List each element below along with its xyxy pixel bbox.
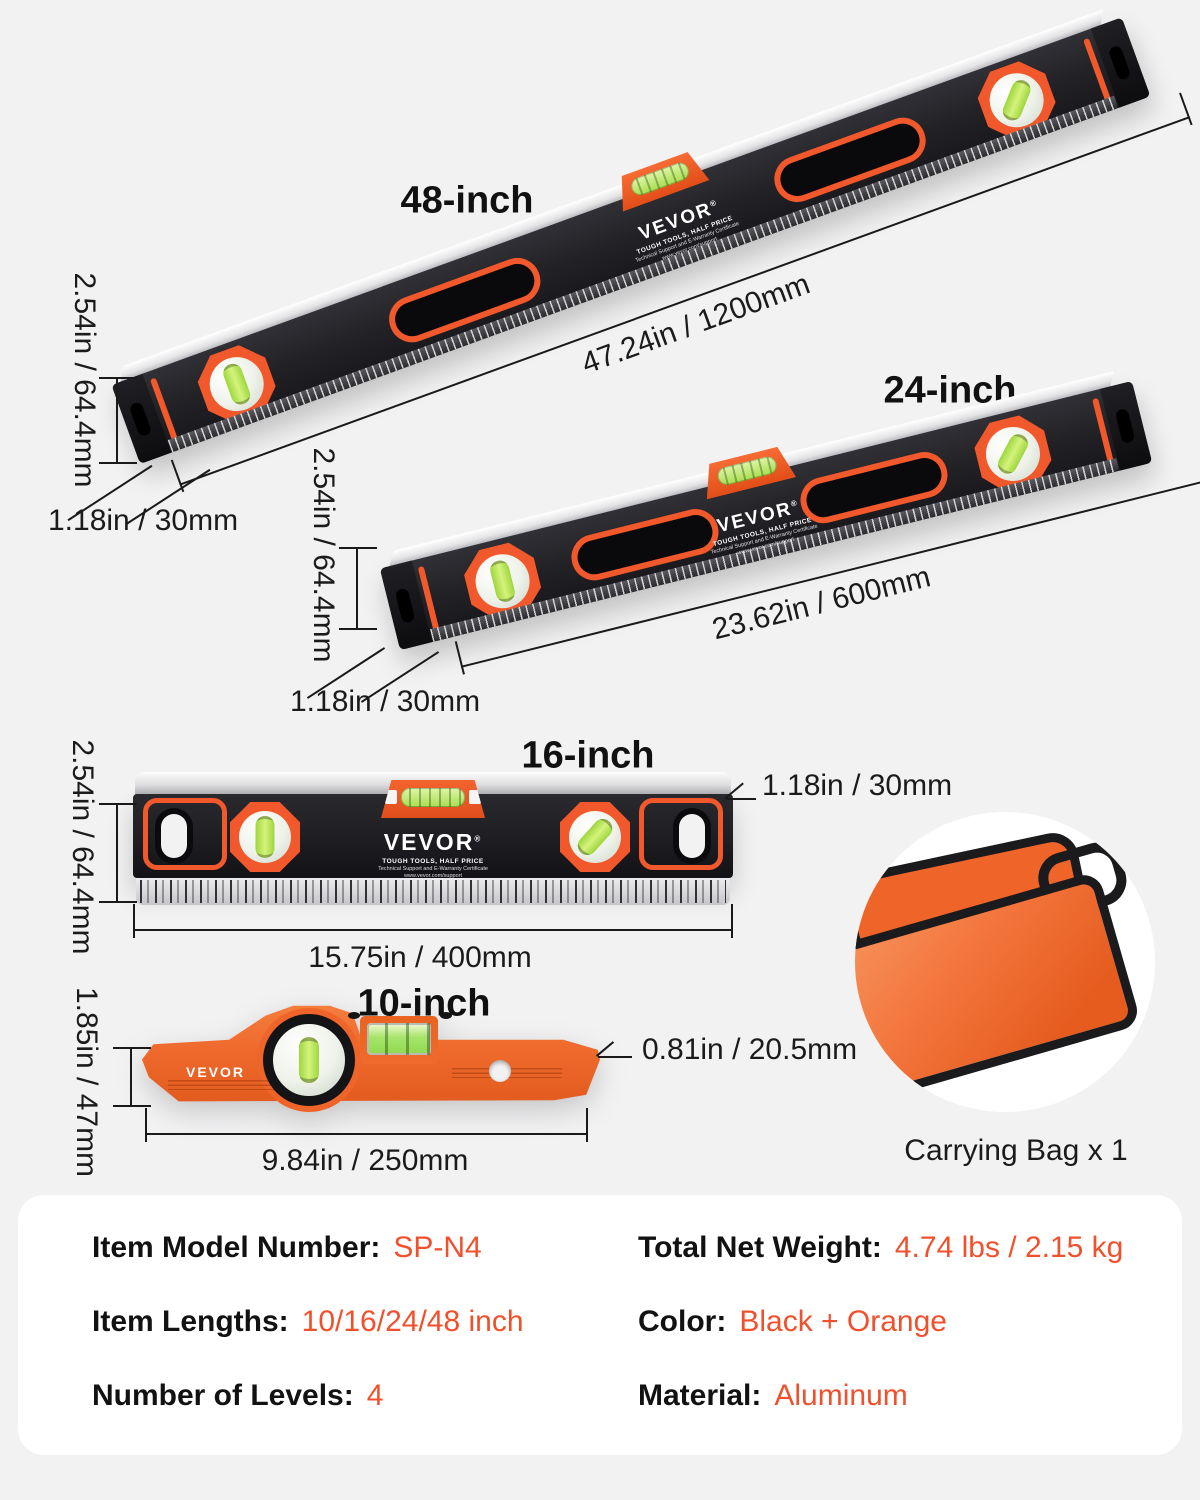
orange-end-bracket (639, 798, 723, 870)
spec-value: Aluminum (774, 1379, 908, 1412)
ruler-strip (136, 878, 730, 905)
round-vial (263, 1014, 355, 1106)
height-dimension-48: 2.54in / 64.4mm (68, 272, 101, 488)
spec-label: Item Lengths: (92, 1305, 289, 1338)
height-dimension-line-24 (339, 547, 377, 630)
spec-value: 4 (366, 1379, 384, 1412)
grip-ridges (168, 1080, 298, 1090)
carrying-bag-photo (855, 812, 1155, 1112)
hang-slot (161, 814, 187, 858)
spec-label: Number of Levels: (92, 1379, 354, 1412)
length-dimension-line-16 (133, 904, 733, 938)
depth-dimension-48: 1.18in / 30mm (48, 504, 239, 537)
carrying-bag-caption: Carrying Bag x 1 (904, 1134, 1128, 1167)
screw (348, 1012, 360, 1019)
spec-row-color: Color: Black + Orange (638, 1305, 947, 1339)
hang-slot (1107, 44, 1132, 82)
hang-slot (128, 401, 153, 438)
spec-row-model: Item Model Number: SP-N4 (92, 1231, 482, 1265)
spec-row-levels: Number of Levels: 4 (92, 1379, 383, 1413)
carrying-bag-illustration (855, 812, 1155, 1112)
level-16-photo: VEVOR® TOUGH TOOLS, HALF PRICE Technical… (133, 772, 733, 905)
hang-slot (394, 587, 416, 624)
level-48-label: 48-inch (400, 179, 534, 222)
hang-slot (679, 814, 705, 858)
height-dimension-line-48 (99, 377, 137, 464)
level-10-photo: VEVOR (142, 998, 600, 1112)
end-cap-left (111, 373, 172, 464)
round-vial (560, 802, 630, 872)
length-dimension-16: 15.75in / 400mm (308, 941, 532, 974)
depth-dimension-24: 1.18in / 30mm (290, 685, 481, 718)
length-dimension-10: 9.84in / 250mm (261, 1144, 469, 1177)
spec-panel: Item Model Number: SP-N4 Item Lengths: 10/… (18, 1195, 1182, 1455)
height-dimension-line-16 (99, 803, 137, 903)
vevor-logo: VEVOR (186, 1064, 246, 1080)
spec-row-weight: Total Net Weight: 4.74 lbs / 2.15 kg (638, 1231, 1123, 1265)
depth-dimension-16: 1.18in / 30mm (762, 769, 953, 802)
spec-value: 4.74 lbs / 2.15 kg (894, 1231, 1124, 1264)
length-dimension-line-10 (145, 1108, 588, 1142)
spec-value: 10/16/24/48 inch (301, 1305, 524, 1338)
round-vial (230, 802, 300, 872)
spec-row-lengths: Item Lengths: 10/16/24/48 inch (92, 1305, 524, 1339)
height-dimension-line-10 (113, 1047, 151, 1107)
vevor-logo: VEVOR® TOUGH TOOLS, HALF PRICE Technical… (378, 829, 488, 880)
spec-label: Color: (638, 1305, 727, 1338)
screw (440, 1012, 452, 1019)
height-dimension-10: 1.85in / 47mm (70, 986, 103, 1178)
hang-hole (489, 1060, 511, 1082)
depth-leader (598, 1056, 632, 1058)
height-dimension-24: 2.54in / 64.4mm (307, 447, 340, 663)
spec-label: Material: (638, 1379, 762, 1412)
depth-dimension-10: 0.81in / 20.5mm (642, 1033, 858, 1066)
spec-value: Black + Orange (739, 1305, 947, 1338)
orange-end-bracket (143, 798, 227, 870)
depth-leader (726, 798, 756, 800)
length-dimension-24: 23.62in / 600mm (708, 560, 934, 647)
horizontal-vial (360, 1016, 438, 1064)
spec-label: Item Model Number: (92, 1231, 381, 1264)
level-16-label: 16-inch (521, 734, 655, 777)
spec-row-material: Material: Aluminum (638, 1379, 908, 1413)
level-24-photo: VEVOR® TOUGH TOOLS, HALF PRICE Technical… (376, 366, 1200, 718)
height-dimension-16: 2.54in / 64.4mm (66, 739, 99, 955)
spec-label: Total Net Weight: (638, 1231, 882, 1264)
top-view-vial (381, 780, 485, 818)
end-cap-right (1090, 17, 1151, 108)
level-16-body: VEVOR® TOUGH TOOLS, HALF PRICE Technical… (133, 780, 733, 880)
hang-slot (1114, 407, 1136, 445)
spec-value: SP-N4 (393, 1231, 482, 1264)
